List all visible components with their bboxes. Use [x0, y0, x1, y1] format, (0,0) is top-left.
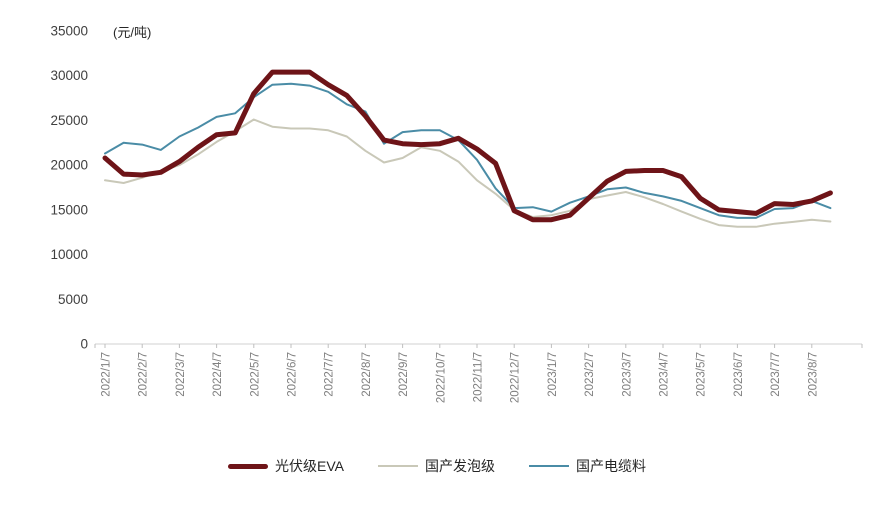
- x-axis-label: 2022/9/7: [398, 352, 410, 397]
- x-axis-label: 2023/5/7: [696, 352, 708, 397]
- x-axis-label: 2023/6/7: [733, 352, 745, 397]
- legend-swatch-cable-icon: [528, 465, 569, 467]
- legend: 光伏级EVA 国产发泡级 国产电缆料: [0, 456, 874, 476]
- y-axis-label: 10000: [50, 247, 88, 262]
- series-line-国产电缆料: [104, 82, 832, 219]
- series-line-国产发泡级: [104, 118, 832, 228]
- legend-label-foaming: 国产发泡级: [424, 458, 495, 474]
- x-axis-label: 2022/11/7: [473, 352, 485, 402]
- y-axis-label: 15000: [50, 202, 88, 217]
- x-axis-label: 2022/1/7: [101, 352, 113, 397]
- legend-item-foaming: 国产发泡级: [377, 456, 495, 476]
- x-axis-label: 2022/5/7: [249, 352, 261, 397]
- x-axis-label: 2022/7/7: [324, 352, 336, 397]
- legend-swatch-foaming-icon: [377, 465, 418, 467]
- x-axis-label: 2023/2/7: [584, 352, 596, 397]
- x-axis-label: 2022/2/7: [138, 352, 150, 397]
- x-axis-label: 2023/1/7: [547, 352, 559, 397]
- legend-label-pv-eva: 光伏级EVA: [275, 458, 344, 474]
- unit-label: (元/吨): [113, 25, 152, 40]
- x-axis-label: 2022/12/7: [510, 352, 522, 403]
- legend-item-pv-eva: 光伏级EVA: [228, 456, 344, 476]
- legend-label-cable: 国产电缆料: [575, 458, 646, 474]
- legend-swatch-pv-eva-icon: [228, 463, 268, 469]
- x-axis-label: 2022/6/7: [287, 352, 299, 397]
- legend-item-cable: 国产电缆料: [528, 456, 646, 476]
- y-axis-label: 0: [80, 337, 88, 352]
- line-chart: 0 5000 10000 15000 20000 25000 30000 35000 2022/…: [50, 24, 863, 403]
- series-line-光伏级EVA: [102, 69, 833, 223]
- y-axis-label: 25000: [50, 113, 88, 128]
- y-axis-label: 20000: [50, 158, 88, 173]
- x-axis-label: 2022/8/7: [361, 352, 373, 397]
- x-axis-label: 2022/10/7: [435, 352, 447, 403]
- y-axis-label: 30000: [50, 68, 88, 83]
- x-axis-label: 2023/8/7: [807, 352, 819, 397]
- y-axis-label: 5000: [58, 292, 88, 307]
- y-axis-label: 35000: [50, 24, 88, 39]
- x-axis-label: 2023/3/7: [621, 352, 633, 397]
- x-axis-label: 2023/4/7: [659, 352, 671, 397]
- x-axis-label: 2022/4/7: [212, 352, 224, 397]
- x-axis-label: 2022/3/7: [175, 352, 187, 397]
- x-axis-label: 2023/7/7: [770, 352, 782, 397]
